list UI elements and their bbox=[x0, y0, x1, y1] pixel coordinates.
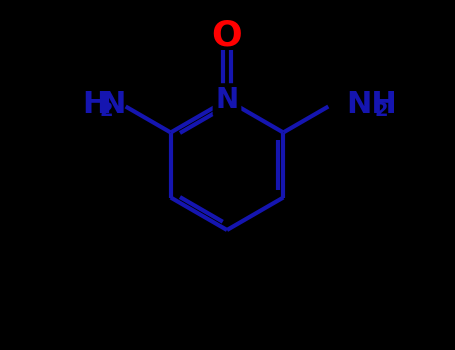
Text: H: H bbox=[82, 90, 108, 119]
Text: 2: 2 bbox=[374, 101, 388, 120]
Text: N: N bbox=[215, 86, 238, 114]
Text: 2: 2 bbox=[99, 101, 113, 120]
Text: N: N bbox=[100, 90, 126, 119]
Text: O: O bbox=[212, 19, 243, 53]
Text: NH: NH bbox=[346, 90, 397, 119]
